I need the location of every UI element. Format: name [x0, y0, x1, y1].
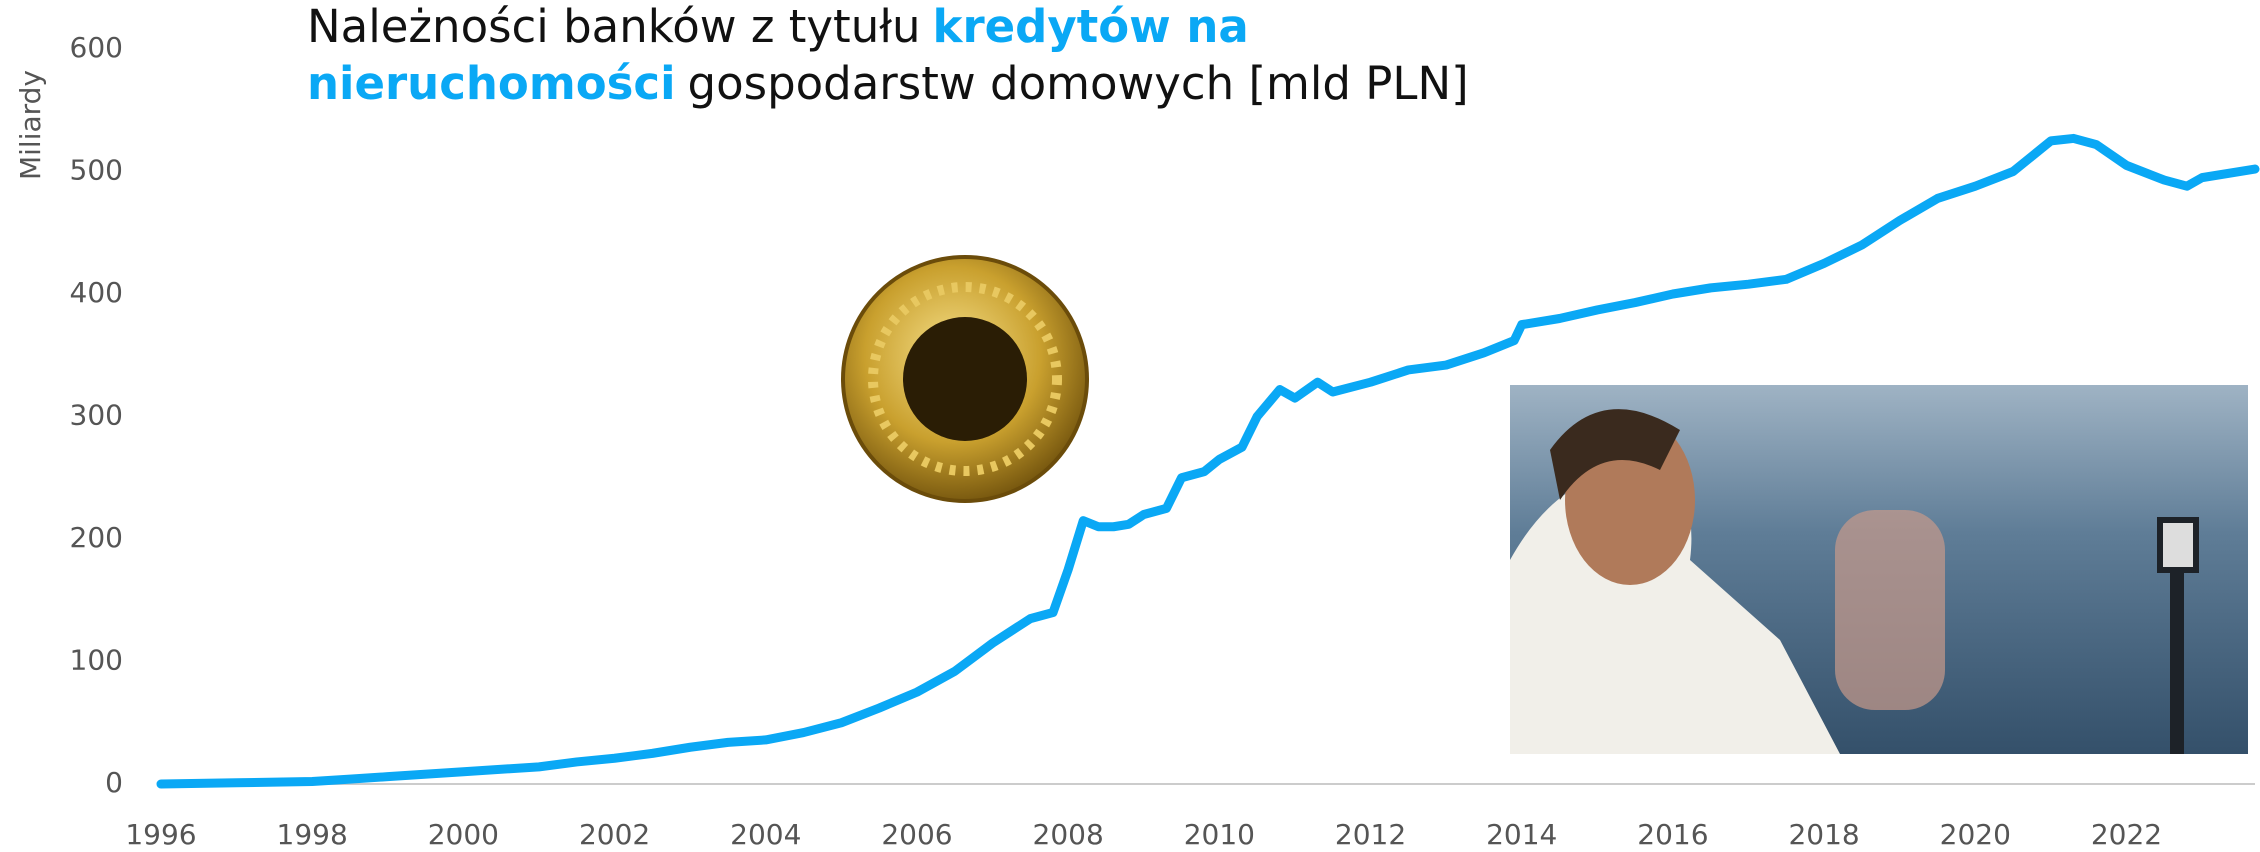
x-tick-label: 2012 — [1335, 818, 1406, 851]
title-highlight: nieruchomości — [307, 57, 676, 110]
y-tick-label: 200 — [70, 521, 123, 554]
chart: Należności banków z tytułukredytów na ni… — [0, 0, 2260, 852]
x-tick-label: 2006 — [881, 818, 952, 851]
x-tick-label: 2018 — [1788, 818, 1859, 851]
y-tick-label: 500 — [70, 154, 123, 187]
x-tick-label: 2016 — [1637, 818, 1708, 851]
y-tick-label: 0 — [105, 766, 123, 799]
x-tick-label: 2010 — [1184, 818, 1255, 851]
y-tick-label: 400 — [70, 276, 123, 309]
y-tick-label: 100 — [70, 644, 123, 677]
photo-image — [1510, 385, 2248, 754]
y-tick-label: 300 — [70, 399, 123, 432]
y-tick-label: 600 — [70, 31, 123, 64]
x-tick-label: 2022 — [2091, 818, 2162, 851]
x-tick-label: 1996 — [125, 818, 196, 851]
x-tick-label: 2002 — [579, 818, 650, 851]
x-tick-label: 2004 — [730, 818, 801, 851]
x-tick-label: 1998 — [277, 818, 348, 851]
x-tick-label: 2014 — [1486, 818, 1557, 851]
x-tick-label: 2008 — [1033, 818, 1104, 851]
x-tick-label: 2000 — [428, 818, 499, 851]
title-part: Należności banków z tytułu — [307, 0, 921, 53]
x-tick-label: 2020 — [1940, 818, 2011, 851]
coin-image — [843, 257, 1087, 501]
y-axis-label: Miliardy — [14, 70, 47, 180]
title-highlight: kredytów na — [933, 0, 1249, 53]
title-part: gospodarstw domowych [mld PLN] — [688, 57, 1469, 110]
